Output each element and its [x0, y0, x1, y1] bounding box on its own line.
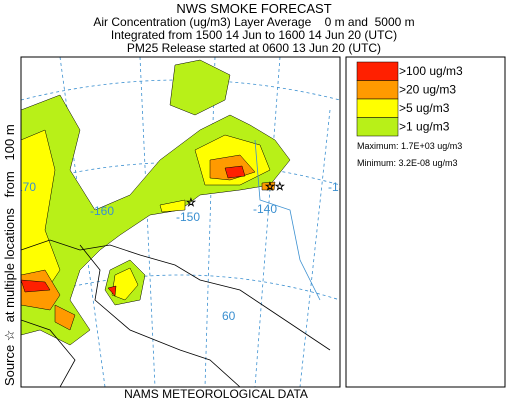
legend-frame — [345, 56, 506, 388]
maximum: Maximum: 1.7E+03 ug/m3 — [357, 141, 462, 151]
graticule-label: -140 — [253, 202, 277, 216]
legend-swatch — [356, 61, 399, 81]
legend-swatch — [356, 117, 399, 137]
legend-label: >5 ug/m3 — [399, 101, 450, 115]
legend-swatch — [356, 80, 399, 100]
title: NWS SMOKE FORECAST — [176, 1, 331, 16]
graticule-label: 60 — [222, 309, 236, 323]
svg-text:☆☆: ☆☆ — [265, 181, 285, 193]
legend-swatch — [356, 98, 399, 118]
subtitle: Integrated from 1500 14 Jun to 1600 14 J… — [111, 28, 397, 42]
subtitle: Air Concentration (ug/m3) Layer Average … — [93, 15, 414, 29]
legend: >100 ug/m3 >20 ug/m3 >5 ug/m3 >1 ug/m3 — [356, 61, 463, 137]
side-label: Source ☆ at multiple locations from 100 … — [2, 124, 17, 386]
legend-label: >20 ug/m3 — [399, 83, 456, 97]
graticule-label: -150 — [176, 210, 200, 224]
map-frame — [20, 56, 341, 388]
map: ☆ ☆☆ -170 -160 -150 -140 -130 60 — [12, 57, 352, 387]
graticule-label: -130 — [328, 180, 352, 194]
footer: NAMS METEOROLOGICAL DATA — [124, 387, 308, 401]
legend-label: >100 ug/m3 — [399, 64, 463, 78]
minimum: Minimum: 3.2E-08 ug/m3 — [357, 158, 458, 168]
subtitle: PM25 Release started at 0600 13 Jun 20 (… — [127, 41, 381, 55]
legend-label: >1 ug/m3 — [399, 120, 450, 134]
graticule-label: -160 — [90, 204, 114, 218]
svg-text:☆: ☆ — [186, 197, 196, 209]
graticule-label: -170 — [12, 180, 36, 194]
